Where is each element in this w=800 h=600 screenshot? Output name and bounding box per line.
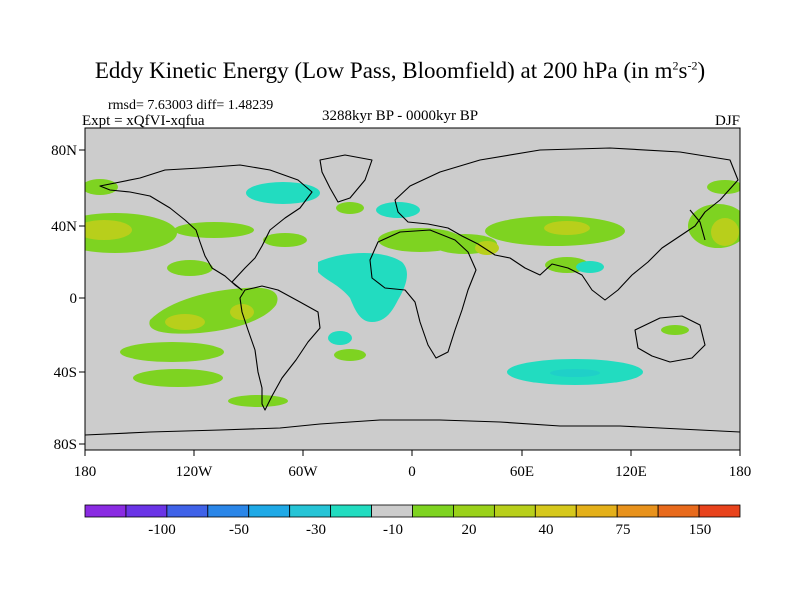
season-label: DJF bbox=[714, 113, 740, 129]
anomaly-patch bbox=[336, 202, 364, 214]
stats-label: rmsd= 7.63003 diff= 1.48239 bbox=[108, 98, 274, 113]
colorbar-segment bbox=[125, 504, 168, 518]
anomaly-patch bbox=[318, 253, 407, 322]
coastline-greenland bbox=[319, 154, 373, 203]
coastline-eurasia bbox=[394, 147, 739, 301]
anomaly-patch bbox=[328, 331, 352, 345]
lat-tick-label: 80N bbox=[51, 143, 77, 159]
lon-tick-label: 120E bbox=[615, 464, 647, 480]
chart-title: Eddy Kinetic Energy (Low Pass, Bloomfiel… bbox=[94, 58, 706, 83]
colorbar bbox=[84, 504, 741, 518]
coastline-japan bbox=[689, 209, 706, 241]
lon-tick-label: 0 bbox=[408, 464, 416, 480]
anomaly-patch bbox=[475, 241, 499, 255]
anomaly-patch bbox=[550, 369, 600, 377]
colorbar-label: 20 bbox=[462, 522, 477, 538]
lat-tick-label: 40N bbox=[51, 219, 77, 235]
colorbar-segment bbox=[698, 504, 741, 518]
colorbar-label: 75 bbox=[616, 522, 631, 538]
anomaly-patch bbox=[334, 349, 366, 361]
anomaly-patch bbox=[263, 233, 307, 247]
colorbar-segment bbox=[575, 504, 618, 518]
coastline-south-america bbox=[239, 285, 321, 411]
anomaly-patch bbox=[661, 325, 689, 335]
lon-tick-label: 60W bbox=[288, 464, 318, 480]
anomaly-patch bbox=[707, 180, 740, 194]
anomaly-patch bbox=[246, 182, 320, 204]
lon-tick-label: 60E bbox=[510, 464, 534, 480]
lat-tick-label: 0 bbox=[70, 291, 78, 307]
map-background bbox=[85, 128, 740, 450]
colorbar-segment bbox=[248, 504, 291, 518]
colorbar-label: 40 bbox=[539, 522, 554, 538]
anomaly-patch bbox=[85, 179, 118, 195]
colorbar-label: -100 bbox=[148, 522, 176, 538]
anomaly-patch bbox=[167, 260, 213, 276]
colorbar-segment bbox=[330, 504, 372, 518]
anomaly-patch bbox=[711, 218, 739, 246]
lon-tick-label: 180 bbox=[729, 464, 752, 480]
anomaly-patch bbox=[576, 261, 604, 273]
colorbar-segment bbox=[207, 504, 250, 518]
experiment-label: Expt = xQfVI-xqfua bbox=[82, 113, 205, 129]
anomaly-patch bbox=[85, 220, 132, 240]
colorbar-segment bbox=[289, 504, 332, 518]
coastline-antarctica bbox=[85, 419, 740, 436]
colorbar-segment bbox=[657, 504, 700, 518]
lon-tick-label: 120W bbox=[176, 464, 214, 480]
lat-tick-label: 40S bbox=[54, 365, 77, 381]
anomaly-patch bbox=[133, 369, 223, 387]
colorbar-segment bbox=[84, 504, 127, 518]
energy-field bbox=[85, 179, 740, 407]
colorbar-label: -30 bbox=[306, 522, 326, 538]
anomaly-patch bbox=[165, 314, 205, 330]
anomaly-patch bbox=[174, 222, 254, 238]
coastline-north-america bbox=[99, 164, 313, 291]
lat-tick-label: 80S bbox=[54, 437, 77, 453]
colorbar-segment bbox=[166, 504, 209, 518]
anomaly-patch bbox=[228, 395, 288, 407]
anomaly-patch bbox=[120, 342, 224, 362]
axis-ticks bbox=[79, 149, 741, 456]
colorbar-segment bbox=[616, 504, 659, 518]
colorbar-segment bbox=[371, 504, 413, 518]
period-label: 3288kyr BP - 0000kyr BP bbox=[321, 108, 479, 124]
colorbar-segment bbox=[453, 504, 495, 518]
coastline-australia bbox=[634, 315, 706, 363]
coastline-africa bbox=[369, 229, 477, 359]
coastlines bbox=[85, 147, 740, 436]
colorbar-segment bbox=[534, 504, 577, 518]
lon-tick-label: 180 bbox=[74, 464, 97, 480]
colorbar-label: -50 bbox=[229, 522, 249, 538]
colorbar-label: -10 bbox=[383, 522, 403, 538]
colorbar-label: 150 bbox=[689, 522, 712, 538]
anomaly-patch bbox=[544, 221, 590, 235]
colorbar-segment bbox=[493, 504, 536, 518]
colorbar-segment bbox=[412, 504, 454, 518]
